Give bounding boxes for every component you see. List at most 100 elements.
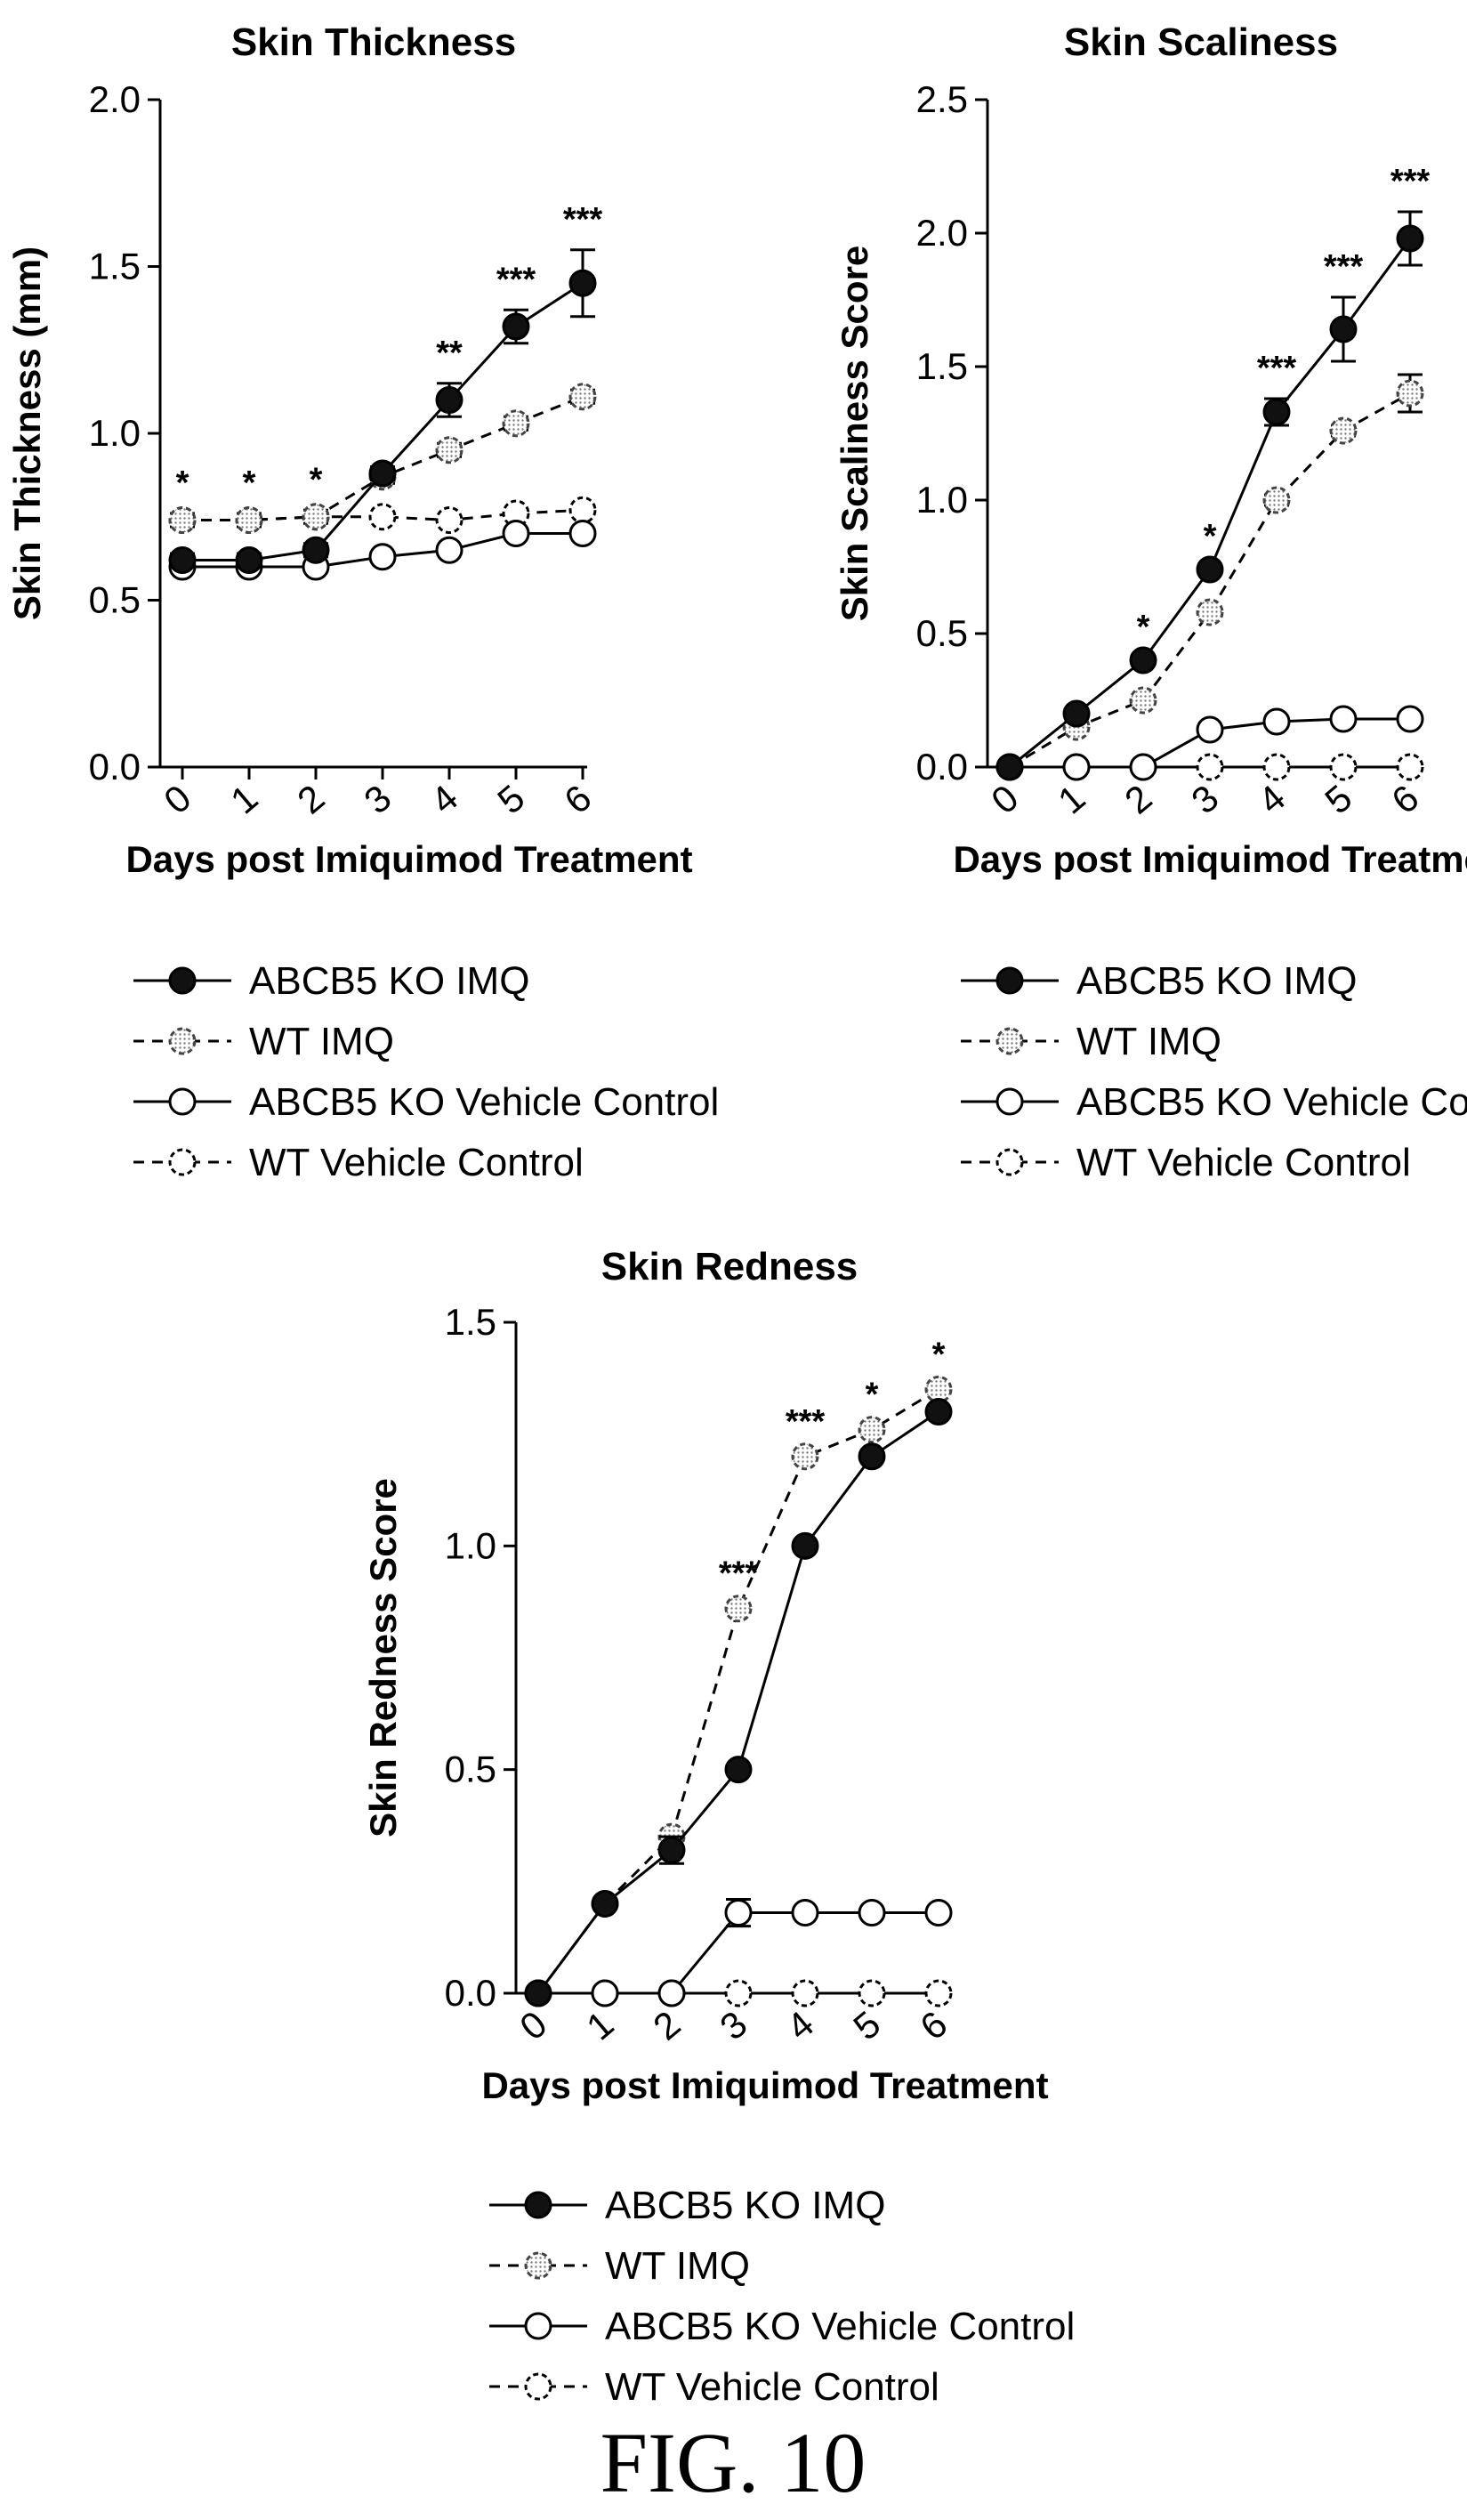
legend-label: WT Vehicle Control xyxy=(1076,1141,1411,1184)
legend-label: WT Vehicle Control xyxy=(605,2365,939,2409)
significance-label: *** xyxy=(786,1403,826,1441)
y-tick-label: 1.5 xyxy=(89,246,141,287)
y-axis-label: Skin Thickness (mm) xyxy=(6,246,48,620)
x-tick-label: 0 xyxy=(512,2003,554,2048)
y-tick-label: 2.0 xyxy=(89,78,141,120)
data-point xyxy=(235,546,263,574)
data-point xyxy=(858,1442,886,1471)
data-point xyxy=(724,1756,753,1784)
x-tick-label: 6 xyxy=(912,2003,955,2048)
data-point xyxy=(568,496,597,524)
legend-marker xyxy=(524,2251,552,2280)
data-point xyxy=(1262,753,1291,781)
data-point xyxy=(235,506,263,534)
skin-scaliness-chart: Skin Scaliness 0.0 0.5 1.0 1.5 2.0 2.5 0 1 2 3 4 5 6 D… xyxy=(834,20,1467,1184)
data-point xyxy=(435,506,463,534)
data-point xyxy=(724,1595,753,1623)
significance-label: * xyxy=(310,461,323,498)
x-tick-label: 0 xyxy=(156,777,198,822)
data-point xyxy=(1129,686,1157,715)
legend-label: ABCB5 KO Vehicle Control xyxy=(1076,1080,1467,1124)
data-point xyxy=(1329,416,1358,445)
data-point xyxy=(791,1899,819,1927)
y-tick-label: 0.0 xyxy=(89,746,141,788)
data-point xyxy=(1396,224,1424,253)
legend-marker xyxy=(995,1087,1024,1116)
data-point xyxy=(1329,315,1358,343)
data-point xyxy=(1196,598,1224,626)
y-tick-label: 2.0 xyxy=(916,212,968,254)
data-point xyxy=(995,753,1024,781)
x-tick-label: 6 xyxy=(556,777,599,822)
significance-label: *** xyxy=(496,261,536,298)
x-axis-label: Days post Imiquimod Treatment xyxy=(481,2064,1048,2106)
data-point xyxy=(657,1979,686,2007)
chart-title: Skin Scaliness xyxy=(1064,20,1338,64)
x-tick-label: 5 xyxy=(845,2003,888,2048)
data-point xyxy=(1396,753,1424,781)
legend-item: WT IMQ xyxy=(133,1020,394,1063)
legend-item: ABCB5 KO Vehicle Control xyxy=(133,1080,719,1124)
legend-item: ABCB5 KO Vehicle Control xyxy=(489,2305,1075,2348)
x-tick-label: 1 xyxy=(578,2003,621,2048)
data-point xyxy=(1129,753,1157,781)
significance-label: *** xyxy=(563,201,603,238)
y-tick-label: 1.5 xyxy=(445,1301,496,1343)
x-tick-label: 4 xyxy=(1250,777,1293,822)
x-tick-label: 3 xyxy=(1183,777,1226,822)
data-point xyxy=(858,1979,886,2007)
x-axis-label: Days post Imiquimod Treatment xyxy=(953,838,1467,880)
series-1 xyxy=(168,248,597,574)
legend-item: WT Vehicle Control xyxy=(489,2365,939,2409)
x-tick-label: 2 xyxy=(645,2003,688,2048)
legend-marker xyxy=(168,1087,197,1116)
legend-label: ABCB5 KO Vehicle Control xyxy=(249,1080,719,1124)
data-point xyxy=(1329,705,1358,733)
data-point xyxy=(1129,646,1157,674)
legend-label: ABCB5 KO IMQ xyxy=(605,2184,885,2227)
data-point xyxy=(724,1899,753,1927)
legend-marker xyxy=(168,1027,197,1055)
data-point xyxy=(502,409,530,438)
significance-label: *** xyxy=(719,1555,759,1593)
x-tick-label: 4 xyxy=(423,777,465,822)
data-point xyxy=(1329,753,1358,781)
chart-title: Skin Thickness xyxy=(231,20,516,64)
series-3 xyxy=(524,1897,953,2007)
data-point xyxy=(524,1979,552,2007)
series-1 xyxy=(524,1398,953,2007)
data-point xyxy=(1396,705,1424,733)
data-point xyxy=(568,383,597,411)
legend-marker xyxy=(524,2191,552,2219)
legend: ABCB5 KO IMQ WT IMQ ABCB5 KO Vehicle Contr… xyxy=(961,959,1467,1184)
data-point xyxy=(858,1416,886,1444)
chart-title: Skin Redness xyxy=(601,1245,858,1288)
x-tick-label: 1 xyxy=(222,777,265,822)
legend-label: WT IMQ xyxy=(605,2244,750,2288)
legend-label: ABCB5 KO Vehicle Control xyxy=(605,2305,1075,2348)
data-point xyxy=(1262,398,1291,426)
data-point xyxy=(168,546,197,574)
data-point xyxy=(1062,699,1091,728)
legend-label: ABCB5 KO IMQ xyxy=(1076,959,1357,1003)
legend-item: WT Vehicle Control xyxy=(133,1141,584,1184)
legend-marker xyxy=(168,1148,197,1176)
legend-item: ABCB5 KO Vehicle Control xyxy=(961,1080,1467,1124)
data-point xyxy=(302,536,330,564)
legend-item: ABCB5 KO IMQ xyxy=(961,959,1357,1003)
x-tick-label: 3 xyxy=(712,2003,754,2048)
data-point xyxy=(1062,753,1091,781)
legend: ABCB5 KO IMQ WT IMQ ABCB5 KO Vehicle Contr… xyxy=(489,2184,1075,2409)
x-tick-label: 5 xyxy=(1317,777,1359,822)
legend-marker xyxy=(995,966,1024,995)
data-point xyxy=(368,459,397,488)
legend: ABCB5 KO IMQ WT IMQ ABCB5 KO Vehicle Contr… xyxy=(133,959,719,1184)
y-tick-label: 2.5 xyxy=(916,78,968,120)
data-point xyxy=(568,520,597,547)
data-point xyxy=(435,536,463,564)
data-point xyxy=(435,386,463,414)
data-point xyxy=(1196,555,1224,584)
data-point xyxy=(502,312,530,341)
significance-label: * xyxy=(1137,609,1150,646)
